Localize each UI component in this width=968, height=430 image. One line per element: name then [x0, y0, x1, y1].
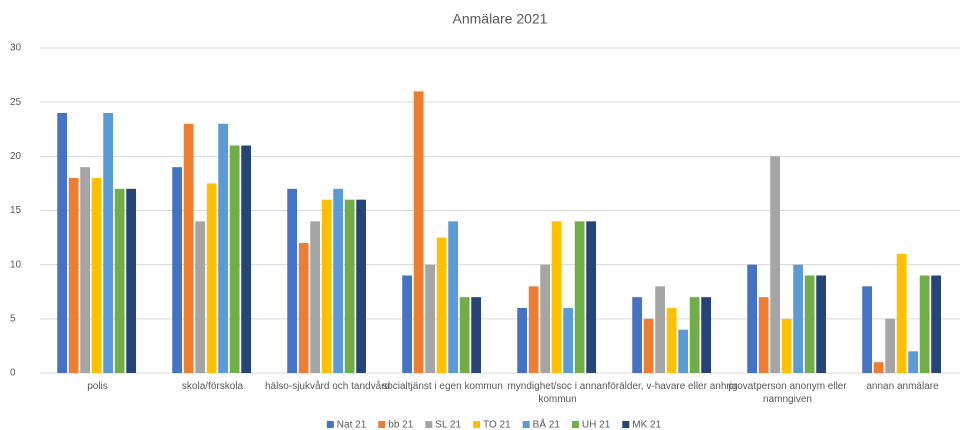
legend-swatch	[571, 421, 579, 428]
bar	[471, 297, 482, 373]
bar	[402, 275, 413, 373]
bar	[931, 275, 942, 373]
bar	[793, 264, 804, 373]
bar	[241, 145, 252, 373]
x-tick-label: skola/förskola	[181, 381, 244, 392]
bar	[747, 264, 758, 373]
bar	[333, 188, 344, 373]
bar	[356, 199, 367, 373]
bar	[574, 221, 585, 373]
bar	[310, 221, 321, 373]
bar	[816, 275, 827, 373]
y-tick-label: 5	[10, 313, 16, 324]
bar	[517, 308, 528, 373]
x-tick-label: annan anmälare	[866, 381, 939, 392]
x-tick-label: hälso-sjukvård och tandvård	[264, 381, 391, 392]
bar	[701, 297, 712, 373]
bar	[459, 297, 470, 373]
bar	[586, 221, 597, 373]
bar	[804, 275, 815, 373]
y-tick-label: 10	[10, 259, 22, 270]
x-tick-label: polis	[87, 381, 108, 392]
y-tick-label: 30	[10, 43, 22, 54]
bar	[287, 188, 298, 373]
legend-label: MK 21	[632, 420, 661, 430]
bar	[885, 318, 896, 373]
bar	[206, 183, 217, 373]
bar	[80, 167, 91, 373]
y-tick-label: 25	[10, 97, 22, 108]
x-tick-label: myndighet/soc i annan kommun	[507, 381, 608, 405]
legend-label: TO 21	[483, 420, 511, 430]
x-tick-label: provatperson anonym eller namngiven	[728, 381, 847, 405]
bar	[655, 286, 666, 373]
bar	[344, 199, 355, 373]
legend-label: bb 21	[388, 420, 413, 430]
x-tick-label: förälder, v-havare eller anhrig	[607, 381, 738, 392]
legend-label: UH 21	[582, 420, 611, 430]
legend-swatch	[522, 421, 530, 428]
legend-swatch	[378, 421, 386, 428]
y-tick-label: 0	[10, 368, 16, 379]
legend-label: SL 21	[435, 420, 461, 430]
legend-swatch	[425, 421, 433, 428]
bar	[413, 91, 424, 373]
legend-swatch	[622, 421, 630, 428]
bar	[298, 243, 309, 373]
bar	[57, 113, 68, 373]
bar	[873, 362, 884, 373]
legend-swatch	[473, 421, 481, 428]
bar	[632, 297, 643, 373]
bar	[781, 318, 792, 373]
bar	[448, 221, 459, 373]
x-tick-label: socialtjänst i egen kommun	[382, 381, 503, 392]
bar	[908, 351, 919, 373]
bar	[126, 188, 137, 373]
bar	[114, 188, 125, 373]
bar	[321, 199, 332, 373]
y-tick-label: 20	[10, 151, 22, 162]
bar	[862, 286, 873, 373]
bar	[666, 308, 677, 373]
bar	[919, 275, 930, 373]
bar	[770, 156, 781, 373]
bar	[551, 221, 562, 373]
bar	[563, 308, 574, 373]
legend-swatch	[326, 421, 334, 428]
bar	[103, 113, 114, 373]
chart-title: Anmälare 2021	[453, 11, 548, 27]
bar	[425, 264, 436, 373]
bar	[183, 123, 194, 373]
bar	[172, 167, 183, 373]
bar	[218, 123, 229, 373]
bar	[678, 329, 689, 373]
legend-label: BÅ 21	[533, 418, 561, 430]
bar	[689, 297, 700, 373]
bar	[540, 264, 551, 373]
bar	[91, 178, 102, 373]
bar	[436, 237, 447, 373]
bar	[229, 145, 240, 373]
bar	[68, 178, 79, 373]
bar	[896, 253, 907, 373]
bar	[528, 286, 539, 373]
bar	[195, 221, 206, 373]
y-tick-label: 15	[10, 205, 22, 216]
bar	[758, 297, 769, 373]
bar	[643, 318, 654, 373]
legend-label: Nat 21	[337, 420, 367, 430]
